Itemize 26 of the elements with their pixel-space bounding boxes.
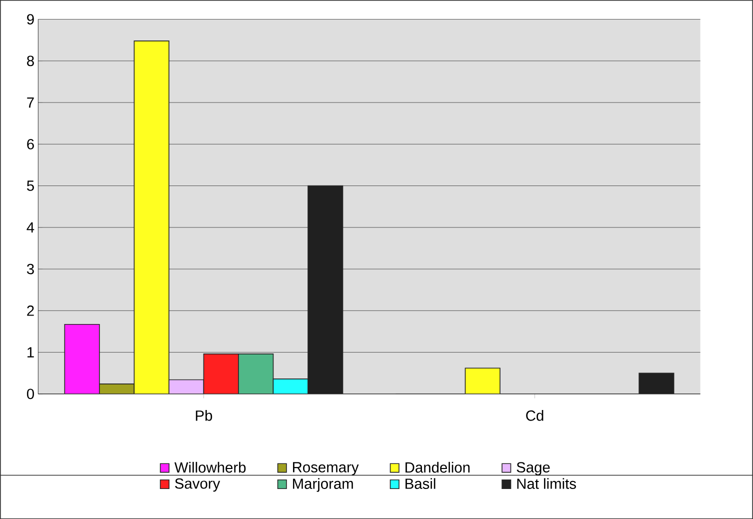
- y-tick-label: 3: [26, 264, 34, 274]
- bar: [272, 378, 308, 394]
- y-tick-label: 7: [27, 97, 34, 108]
- legend-label: Rosemary: [293, 462, 359, 476]
- bar: [168, 379, 204, 394]
- legend-label: Basil: [406, 478, 436, 489]
- y-tick-label: 8: [27, 56, 34, 66]
- y-tick-label: 0: [26, 388, 34, 400]
- y-tick-label: 5: [26, 180, 34, 191]
- x-tick-label: Pb: [196, 410, 212, 421]
- legend-label: Nat limits: [517, 478, 576, 489]
- y-tick-label: 4: [26, 222, 34, 232]
- legend-label: Willowherb: [174, 462, 246, 473]
- bar: [203, 353, 239, 394]
- y-tick-label: 1: [28, 347, 34, 358]
- x-tick-label: Cd: [526, 410, 544, 421]
- y-tick-label: 6: [27, 138, 34, 150]
- legend-label: Sage: [516, 462, 550, 476]
- bar: [238, 353, 274, 394]
- y-tick-label: 9: [27, 14, 34, 24]
- legend-label: Savory: [175, 478, 220, 492]
- y-tick-label: 2: [27, 305, 34, 316]
- legend-label: Dandelion: [406, 462, 470, 473]
- bar: [464, 368, 500, 394]
- bar: [64, 324, 100, 394]
- legend-label: Marjoram: [293, 478, 353, 492]
